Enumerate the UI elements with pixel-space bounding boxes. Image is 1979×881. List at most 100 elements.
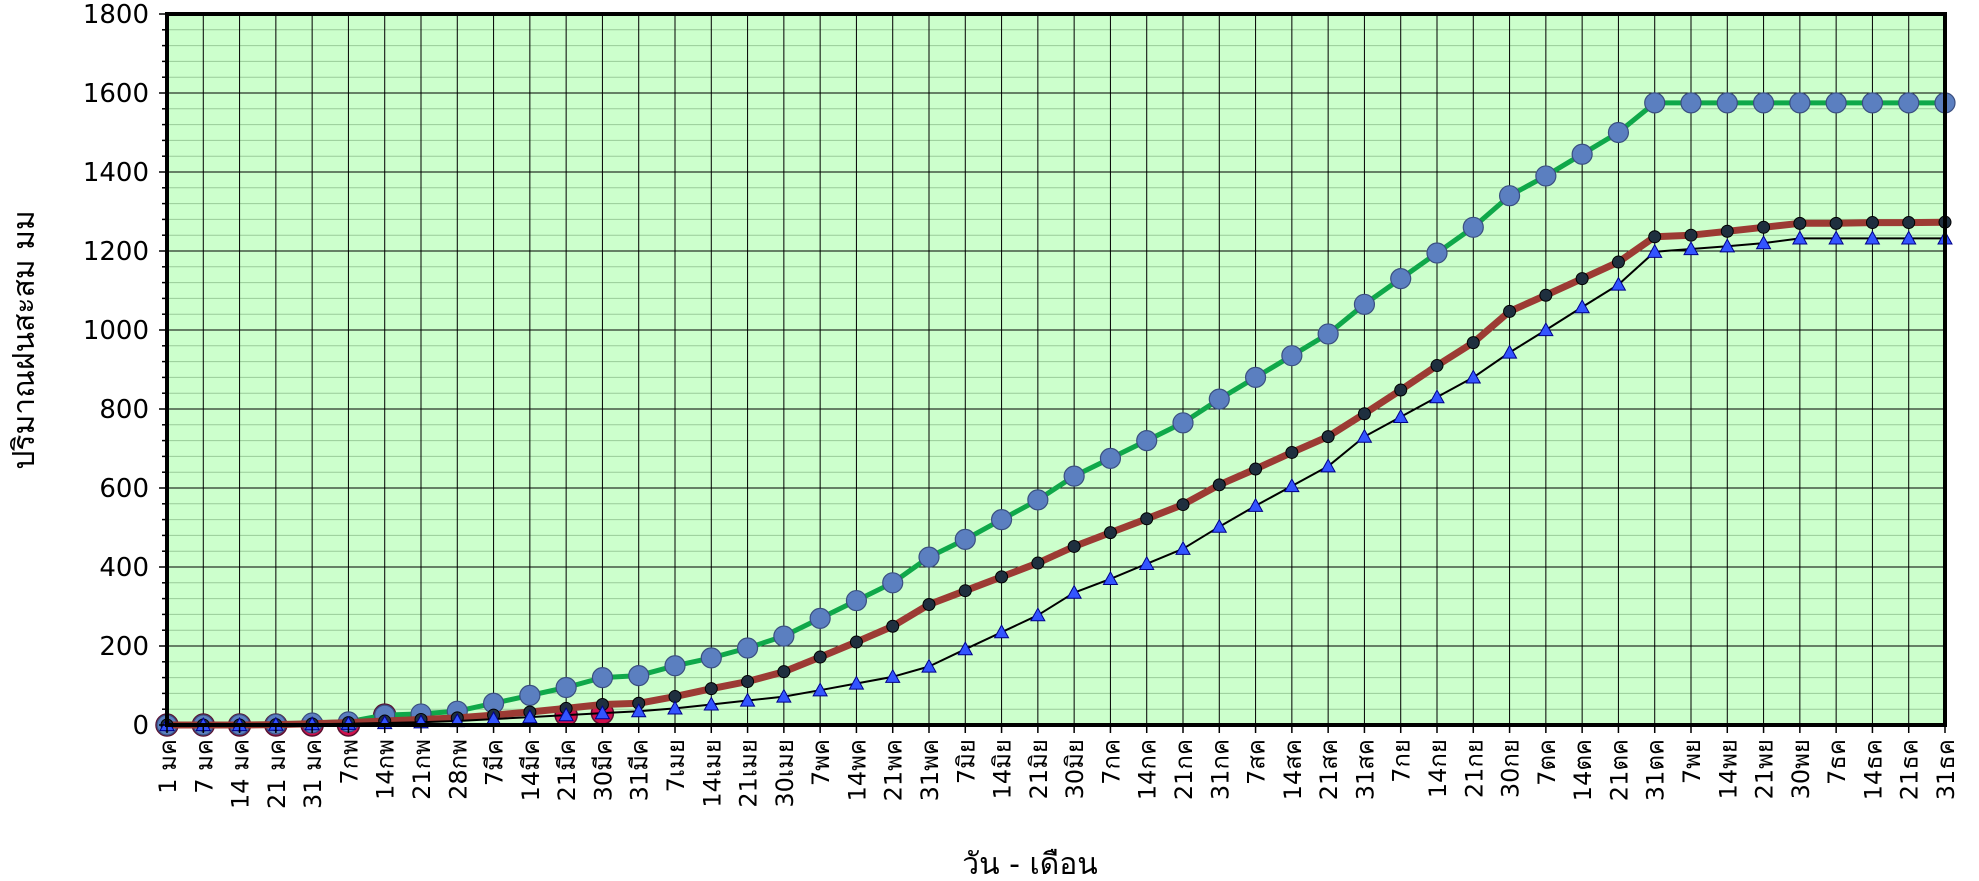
blue-series-point xyxy=(1356,428,1373,443)
blue-series-point xyxy=(739,692,756,707)
x-tick-label: 31มีค xyxy=(626,739,654,801)
green-series-point xyxy=(1244,366,1267,388)
brown-series-point xyxy=(1575,272,1589,286)
blue-series-point xyxy=(1864,230,1881,245)
green-series-point xyxy=(1607,121,1630,144)
brown-series-point xyxy=(1031,556,1045,570)
brown-series-point xyxy=(1539,288,1553,302)
y-tick-label: 1800 xyxy=(83,0,149,30)
blue-series-point xyxy=(1211,518,1228,533)
brown-series-point xyxy=(1720,224,1734,238)
x-tick-label: 21กย xyxy=(1460,739,1488,798)
blue-series-point xyxy=(1175,540,1191,555)
blue-series-point xyxy=(1066,584,1082,599)
brown-series-point xyxy=(1321,430,1335,444)
brown-series-point xyxy=(886,619,900,633)
green-series-point xyxy=(1063,465,1085,487)
x-tick-label: 14พค xyxy=(843,739,871,801)
blue-series-point xyxy=(1538,321,1554,337)
x-tick-label: 14ตค xyxy=(1569,739,1597,801)
green-series-point xyxy=(1571,143,1593,165)
blue-series-point xyxy=(957,641,974,656)
x-tick-label: 30มีค xyxy=(589,739,617,801)
x-tick-label: 31 มค xyxy=(299,739,327,809)
x-axis-title: วัน - เดือน xyxy=(962,847,1098,881)
brown-series-point xyxy=(1865,216,1879,230)
plot-background xyxy=(167,14,1945,725)
x-tick-label: 21พย xyxy=(1751,739,1779,799)
blue-series-point xyxy=(812,682,828,697)
x-tick-label: 14มิย xyxy=(989,739,1017,799)
blue-series-point xyxy=(776,688,792,703)
brown-series-point xyxy=(1430,359,1444,373)
brown-series-point xyxy=(995,570,1009,584)
x-tick-label: 7 มค xyxy=(190,739,218,794)
x-tick-label: 21มีค xyxy=(553,739,581,801)
green-series-point xyxy=(918,546,940,568)
green-series-point xyxy=(1426,242,1448,264)
brown-series-point xyxy=(1611,255,1625,269)
blue-series-point xyxy=(1465,369,1482,384)
blue-series-point xyxy=(667,700,683,715)
grid xyxy=(166,13,1946,726)
x-tick-label: 14ธค xyxy=(1859,739,1887,800)
green-series-point xyxy=(519,684,541,706)
blue-series-point xyxy=(1828,230,1844,245)
green-series-point xyxy=(1353,293,1376,315)
blue-series-point xyxy=(630,703,647,718)
green-series-point xyxy=(845,589,868,612)
x-tick-label: 21ตค xyxy=(1605,739,1633,801)
x-tick-label: 7กค xyxy=(1097,739,1125,785)
green-series-point xyxy=(1136,430,1158,452)
blue-series-point xyxy=(1610,276,1627,291)
x-tick-label: 14พย xyxy=(1714,739,1742,799)
green-series-point xyxy=(1317,323,1339,345)
blue-series-point xyxy=(558,707,574,722)
green-series-point xyxy=(882,572,904,594)
green-series-point xyxy=(954,528,976,550)
y-tick-label: 400 xyxy=(99,553,149,583)
green-series-point xyxy=(1680,92,1702,114)
x-tick-label: 21เมย xyxy=(735,739,763,808)
blue-series-point xyxy=(1501,344,1518,359)
brown-series-point xyxy=(1757,220,1771,234)
x-tick-label: 7เมย xyxy=(662,739,690,792)
x-tick-label: 7มิย xyxy=(952,739,980,784)
green-series-point xyxy=(1861,92,1884,114)
green-series-point xyxy=(555,676,577,699)
y-tick-label: 1400 xyxy=(83,158,149,188)
green-series-point xyxy=(1462,216,1484,238)
blue-series-point xyxy=(594,705,611,720)
x-tick-label: 21สค xyxy=(1315,739,1343,800)
brown-series-point xyxy=(1103,526,1117,540)
blue-series-point xyxy=(1683,240,1699,256)
y-tick-label: 800 xyxy=(99,395,149,425)
blue-series-point xyxy=(1284,477,1300,493)
green-series-point xyxy=(1535,165,1557,187)
green-series-point xyxy=(1716,92,1738,114)
y-tick-label: 1200 xyxy=(83,237,149,267)
x-tick-label: 14สค xyxy=(1279,739,1307,800)
x-tick-label: 21มิย xyxy=(1025,739,1053,799)
x-tick-label: 14กย xyxy=(1424,739,1452,798)
x-tick-label: 30เมย xyxy=(771,739,799,808)
blue-series-point xyxy=(522,709,538,724)
y-axis-title: ปริมาณฝนสะสม มม xyxy=(7,210,42,469)
blue-series-point xyxy=(993,624,1010,639)
x-tick-label: 7กพ xyxy=(335,739,363,785)
x-tick-label: 30พย xyxy=(1787,739,1815,799)
brown-series-point xyxy=(1357,407,1371,421)
green-series-point xyxy=(628,665,650,687)
x-tick-label: 31สค xyxy=(1351,739,1379,800)
brown-series-point xyxy=(849,635,863,649)
green-series-point xyxy=(773,625,795,647)
green-series-point xyxy=(1498,185,1521,207)
brown-series-point xyxy=(1212,478,1226,492)
y-tick-label: 1000 xyxy=(83,316,149,346)
y-tick-label: 600 xyxy=(99,474,149,504)
x-tick-label: 7ตค xyxy=(1533,739,1561,786)
x-tick-label: 1 มค xyxy=(154,739,182,794)
x-tick-labels: 1 มค 7 มค 14 มค 21 มค 31 มค 7กพ 14กพ 21กพ 28กพ 7ม… xyxy=(154,739,1960,809)
x-tick-label: 7พย xyxy=(1678,739,1706,784)
